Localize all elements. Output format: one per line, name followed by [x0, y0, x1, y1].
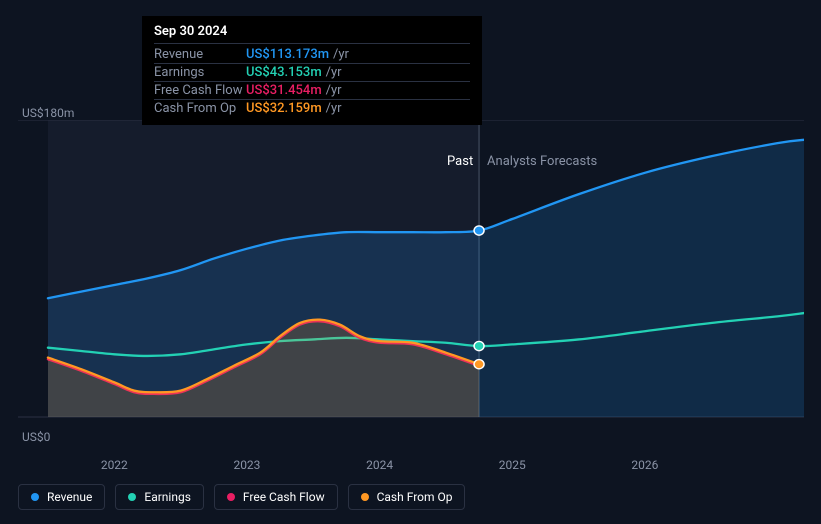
tooltip-row: Cash From OpUS$32.159m/yr [154, 100, 470, 117]
tooltip-metric-label: Revenue [154, 47, 246, 62]
financials-chart[interactable]: US$180mUS$0 20222023202420252026 PastAna… [18, 120, 804, 450]
tooltip-row: EarningsUS$43.153m/yr [154, 64, 470, 82]
legend-dot-icon [227, 493, 235, 501]
x-axis-label: 2024 [366, 458, 393, 472]
tooltip-date: Sep 30 2024 [154, 24, 470, 44]
x-axis-label: 2025 [499, 458, 526, 472]
legend-item-earnings[interactable]: Earnings [115, 484, 204, 510]
tooltip-metric-label: Earnings [154, 65, 246, 80]
legend-dot-icon [128, 493, 136, 501]
legend-dot-icon [31, 493, 39, 501]
tooltip-suffix: /yr [326, 101, 342, 116]
tooltip-suffix: /yr [326, 83, 342, 98]
x-axis-label: 2022 [101, 458, 128, 472]
x-axis-label: 2023 [233, 458, 260, 472]
y-axis-label: US$0 [22, 430, 50, 444]
chart-tooltip: Sep 30 2024 RevenueUS$113.173m/yrEarning… [142, 16, 482, 125]
legend-item-free-cash-flow[interactable]: Free Cash Flow [214, 484, 338, 510]
chart-legend: Revenue Earnings Free Cash Flow Cash From O… [18, 484, 465, 510]
tooltip-row: Free Cash FlowUS$31.454m/yr [154, 82, 470, 100]
legend-label: Cash From Op [377, 490, 453, 504]
legend-label: Earnings [144, 490, 191, 504]
tooltip-metric-label: Free Cash Flow [154, 83, 246, 98]
legend-item-cash-from-op[interactable]: Cash From Op [348, 484, 466, 510]
legend-dot-icon [361, 493, 369, 501]
tooltip-row: RevenueUS$113.173m/yr [154, 46, 470, 64]
tooltip-metric-value: US$32.159m [246, 101, 322, 116]
legend-label: Free Cash Flow [243, 490, 325, 504]
legend-item-revenue[interactable]: Revenue [18, 484, 105, 510]
y-axis-label: US$180m [22, 106, 74, 120]
tooltip-metric-value: US$113.173m [246, 47, 329, 62]
tooltip-suffix: /yr [326, 65, 342, 80]
past-label: Past [447, 154, 473, 169]
tooltip-metric-value: US$43.153m [246, 65, 322, 80]
tooltip-suffix: /yr [333, 47, 349, 62]
forecast-label: Analysts Forecasts [487, 154, 597, 169]
x-axis-label: 2026 [631, 458, 658, 472]
legend-label: Revenue [47, 490, 92, 504]
tooltip-metric-value: US$31.454m [246, 83, 322, 98]
tooltip-metric-label: Cash From Op [154, 101, 246, 116]
